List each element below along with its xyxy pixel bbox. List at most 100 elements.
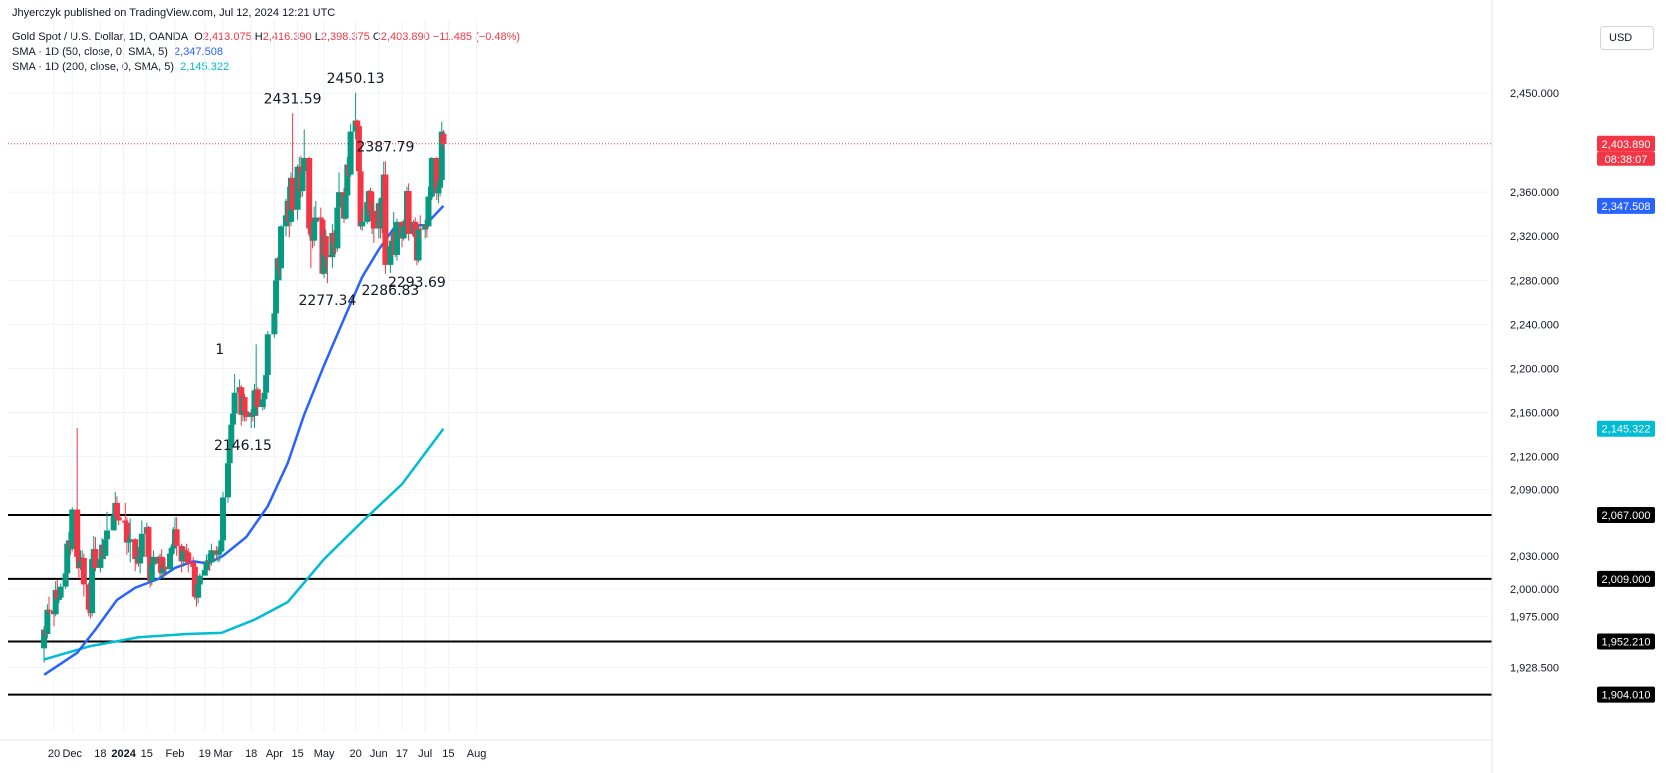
- high-label: H: [254, 31, 263, 43]
- candle: [148, 561, 155, 586]
- time-tick-label: May: [314, 748, 335, 760]
- candle: [224, 457, 231, 503]
- candle: [301, 129, 308, 192]
- time-tick-label: 20: [349, 748, 361, 760]
- candle-body: [216, 551, 223, 553]
- sma50-legend[interactable]: SMA · 1D (50, close, 0, SMA, 5) 2,347.50…: [12, 45, 223, 59]
- candle-body: [203, 561, 210, 571]
- horizontal-levels: [8, 143, 1492, 696]
- candle-body: [44, 609, 51, 635]
- candle: [428, 156, 435, 200]
- candle: [80, 553, 87, 597]
- candle: [125, 533, 132, 553]
- candle-body: [336, 192, 343, 208]
- candle-body: [77, 561, 84, 568]
- price-tick-label: 2,090.000: [1510, 485, 1559, 497]
- candle-body: [89, 559, 96, 614]
- candle-body: [190, 562, 197, 567]
- candle-body: [41, 629, 48, 649]
- candle-body: [382, 174, 389, 265]
- axes: 1,928.500 1,975.000 2,000.000 2,030.000 2,09…: [0, 0, 1559, 773]
- time-tick-label: 17: [396, 748, 408, 760]
- symbol-legend: Gold Spot / U.S. Dollar, 1D, OANDA O2,41…: [12, 30, 520, 44]
- candle: [102, 535, 109, 560]
- candle: [278, 225, 285, 281]
- candle: [69, 507, 76, 552]
- candle-body: [181, 550, 188, 552]
- candle: [54, 580, 61, 600]
- candle-body: [170, 545, 177, 549]
- level-badge-bg: [1597, 570, 1655, 587]
- price-tick-label: 2,450.000: [1510, 88, 1559, 100]
- time-tick-label: Aug: [467, 748, 487, 760]
- open-label: O: [194, 31, 203, 43]
- candle: [331, 229, 338, 255]
- countdown-badge-text: 08:38:07: [1605, 154, 1648, 166]
- price-tick-label: 2,280.000: [1510, 275, 1559, 287]
- candle-body: [354, 120, 361, 127]
- candle-body: [311, 221, 318, 241]
- candle: [110, 513, 117, 531]
- candle: [195, 582, 202, 604]
- candle-body: [158, 556, 165, 574]
- candle-body: [55, 597, 62, 600]
- candle-body: [299, 171, 306, 192]
- candle: [215, 546, 222, 563]
- candle-body: [437, 180, 444, 188]
- candle-body: [359, 221, 366, 227]
- annotation-label: 2146.15: [214, 438, 272, 454]
- candle-body: [110, 515, 117, 531]
- candle-body: [425, 196, 432, 227]
- price-tick-label: 2,120.000: [1510, 452, 1559, 464]
- candle-body: [208, 550, 215, 563]
- candle: [415, 225, 422, 263]
- candle: [440, 130, 447, 150]
- level-badge-text: 2,009.000: [1602, 574, 1651, 586]
- candle: [355, 123, 362, 178]
- candle-body: [438, 131, 445, 181]
- annotation-label: 2293.69: [388, 275, 446, 291]
- candle-body: [428, 158, 435, 197]
- candle-body: [201, 570, 208, 576]
- candle: [57, 583, 64, 600]
- candle-body: [123, 522, 130, 543]
- candle-body: [185, 552, 192, 563]
- candle-body: [80, 557, 87, 585]
- candle: [64, 542, 71, 576]
- candle-body: [220, 497, 227, 541]
- candle-body: [162, 566, 169, 570]
- candle: [324, 237, 331, 284]
- sma200-badge-text: 2,145.322: [1602, 424, 1651, 436]
- candle-body: [402, 226, 409, 228]
- candle-body: [251, 390, 258, 416]
- candle: [104, 511, 111, 542]
- candle: [264, 331, 271, 379]
- candle: [123, 517, 130, 555]
- candle-body: [241, 397, 248, 412]
- currency-button[interactable]: USD: [1600, 26, 1654, 50]
- sma50-badge: 2,347.508: [1597, 197, 1655, 214]
- candle: [425, 186, 432, 228]
- candle-body: [329, 232, 336, 258]
- candle-body: [97, 559, 104, 568]
- sma50-label: SMA · 1D (50, close, 0, SMA, 5): [12, 46, 168, 58]
- time-tick-label: Dec: [62, 748, 82, 760]
- sma200-badge: 2,145.322: [1597, 420, 1655, 437]
- candle-body: [355, 126, 362, 172]
- time-tick-label: Apr: [266, 748, 283, 760]
- candle-body: [412, 221, 419, 237]
- candle-body: [224, 463, 231, 498]
- candle-body: [228, 424, 235, 448]
- candle: [132, 538, 139, 572]
- candle-body: [278, 226, 285, 269]
- candle: [273, 277, 280, 319]
- candle-body: [357, 171, 364, 227]
- last-price-badge-bg: [1597, 135, 1655, 152]
- candle: [180, 546, 187, 567]
- open-value: 2,413.075: [202, 31, 252, 43]
- candle: [334, 202, 341, 252]
- annotation-label: 2277.34: [298, 293, 356, 309]
- candle-body: [85, 584, 92, 610]
- candle-body: [389, 240, 396, 247]
